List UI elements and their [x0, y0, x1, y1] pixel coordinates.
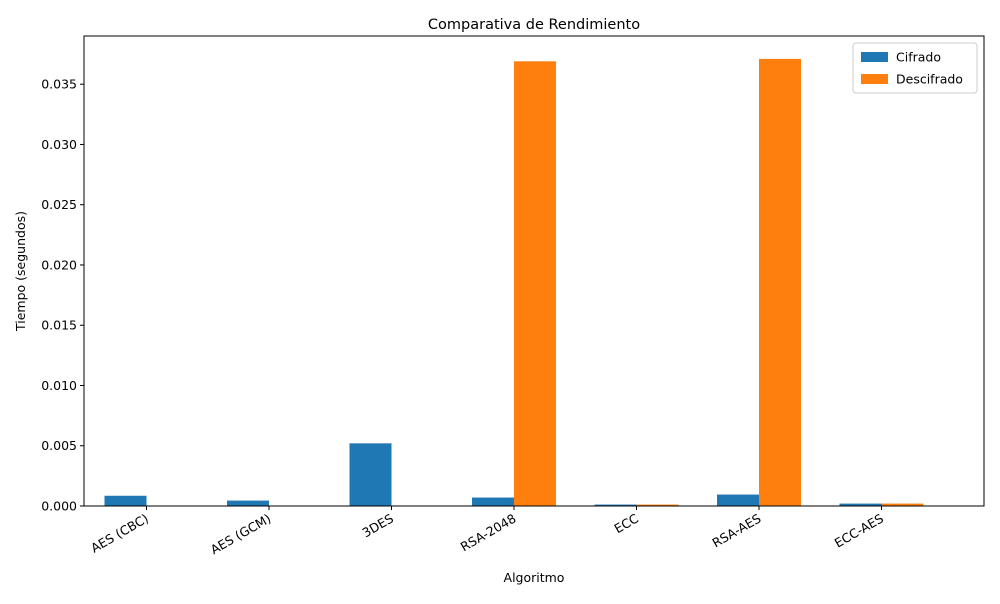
- legend: Cifrado Descifrado: [853, 43, 977, 93]
- legend-label-cifrado: Cifrado: [896, 50, 941, 65]
- y-tick-label: 0.025: [41, 197, 77, 212]
- y-tick-label: 0.000: [41, 499, 77, 514]
- bar-descifrado-5: [759, 59, 801, 506]
- bar-cifrado-0: [105, 496, 147, 506]
- y-tick-label: 0.010: [41, 378, 77, 393]
- bar-cifrado-1: [227, 501, 269, 506]
- x-axis-label: Algoritmo: [504, 570, 565, 585]
- y-tick-label: 0.030: [41, 137, 77, 152]
- legend-swatch-cifrado: [861, 52, 888, 62]
- bar-descifrado-3: [514, 61, 556, 506]
- bar-cifrado-3: [472, 498, 514, 506]
- y-axis-label: Tiempo (segundos): [13, 211, 28, 332]
- chart-title: Comparativa de Rendimiento: [428, 17, 640, 33]
- y-tick-label: 0.005: [41, 438, 77, 453]
- y-tick-label: 0.015: [41, 318, 77, 333]
- y-tick-label: 0.020: [41, 257, 77, 272]
- y-tick-label: 0.035: [41, 77, 77, 92]
- legend-swatch-descifrado: [861, 74, 888, 84]
- legend-label-descifrado: Descifrado: [896, 72, 963, 87]
- bar-cifrado-5: [717, 495, 759, 506]
- bar-cifrado-2: [350, 443, 392, 506]
